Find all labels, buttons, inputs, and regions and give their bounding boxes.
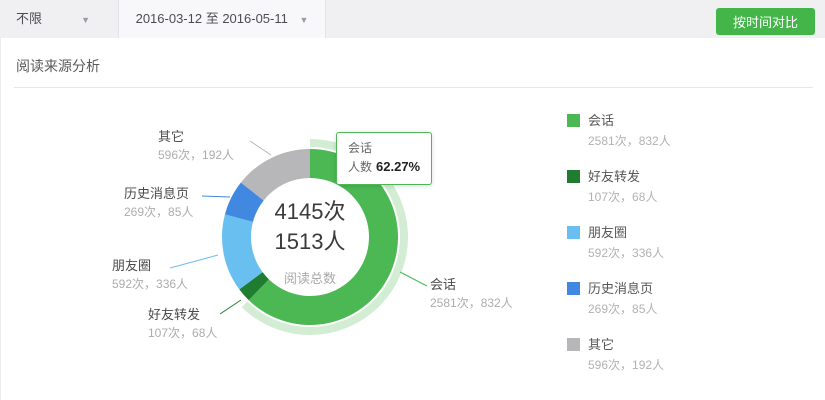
read-source-panel: 阅读来源分析 xyxy=(0,38,825,400)
slice-callout-3: 历史消息页 269次，85人 xyxy=(124,186,193,220)
pie-slice-1[interactable] xyxy=(239,272,269,301)
page-title: 阅读来源分析 xyxy=(16,58,100,74)
caret-down-icon: ▼ xyxy=(299,15,309,25)
date-range-dropdown[interactable]: 2016-03-12 至 2016-05-11 ▼ xyxy=(118,0,326,38)
legend-value: 2581次，832人 xyxy=(588,134,671,148)
legend-value: 596次，192人 xyxy=(588,358,665,372)
legend-item-3[interactable]: 历史消息页 269次，85人 xyxy=(567,280,671,317)
tooltip-metric-value: 62.27% xyxy=(376,159,421,174)
chart-legend: 会话 2581次，832人 好友转发 107次，68人 朋友圈 592次，336人 历史消息… xyxy=(567,112,671,392)
legend-item-4[interactable]: 其它 596次，192人 xyxy=(567,336,671,373)
legend-value: 592次，336人 xyxy=(588,246,665,260)
donut-center-total: 4145次 1513人 阅读总数 xyxy=(230,197,390,287)
legend-item-1[interactable]: 好友转发 107次，68人 xyxy=(567,168,671,205)
date-range-value: 2016-03-12 至 2016-05-11 xyxy=(135,11,288,26)
filter-toolbar: 不限 ▼ 2016-03-12 至 2016-05-11 ▼ 按时间对比 xyxy=(0,0,825,38)
legend-name: 会话 xyxy=(588,113,615,128)
compare-by-time-button[interactable]: 按时间对比 xyxy=(715,8,815,35)
pie-slice-4[interactable] xyxy=(240,149,310,201)
legend-value: 107次，68人 xyxy=(588,190,658,204)
legend-swatch-icon xyxy=(567,114,580,127)
callout-name: 朋友圈 xyxy=(112,258,152,273)
legend-item-2[interactable]: 朋友圈 592次，336人 xyxy=(567,224,671,261)
callout-value: 596次，192人 xyxy=(158,148,235,162)
tooltip-series-name: 会话 xyxy=(348,141,373,155)
callout-name: 历史消息页 xyxy=(124,186,190,201)
legend-name: 其它 xyxy=(588,337,615,352)
pie-slice-3[interactable] xyxy=(224,182,264,222)
legend-swatch-icon xyxy=(567,338,580,351)
legend-item-0[interactable]: 会话 2581次，832人 xyxy=(567,112,671,149)
pie-slice-2[interactable] xyxy=(222,214,263,290)
slice-callout-4: 其它 596次，192人 xyxy=(158,129,234,163)
legend-swatch-icon xyxy=(567,282,580,295)
total-reads: 4145次 xyxy=(274,199,346,224)
tooltip-metric-label: 人数 xyxy=(348,160,373,174)
callout-name: 会话 xyxy=(430,277,457,292)
tooltip-metric: 人数 62.27% xyxy=(348,158,420,176)
legend-name: 朋友圈 xyxy=(588,225,628,240)
section-divider xyxy=(14,87,813,88)
callout-name: 其它 xyxy=(158,129,185,144)
slice-callout-2: 朋友圈 592次，336人 xyxy=(112,258,188,292)
legend-value: 269次，85人 xyxy=(588,302,658,316)
category-filter-value: 不限 xyxy=(16,11,43,26)
slice-callout-0: 会话 2581次，832人 xyxy=(430,277,513,311)
callout-name: 好友转发 xyxy=(148,307,201,322)
legend-name: 好友转发 xyxy=(588,169,641,184)
legend-swatch-icon xyxy=(567,170,580,183)
category-filter-dropdown[interactable]: 不限 ▼ xyxy=(0,0,118,38)
chart-tooltip: 会话 人数 62.27% xyxy=(336,132,433,185)
callout-value: 592次，336人 xyxy=(112,277,189,291)
caret-down-icon: ▼ xyxy=(81,15,90,25)
pie-slice-0[interactable] xyxy=(248,149,398,325)
legend-swatch-icon xyxy=(567,226,580,239)
callout-value: 2581次，832人 xyxy=(430,296,513,310)
total-readers: 1513人 xyxy=(274,229,346,254)
callout-value: 107次，68人 xyxy=(148,326,218,340)
legend-name: 历史消息页 xyxy=(588,281,654,296)
callout-value: 269次，85人 xyxy=(124,205,194,219)
total-caption: 阅读总数 xyxy=(283,271,336,286)
slice-callout-1: 好友转发 107次，68人 xyxy=(148,307,217,341)
